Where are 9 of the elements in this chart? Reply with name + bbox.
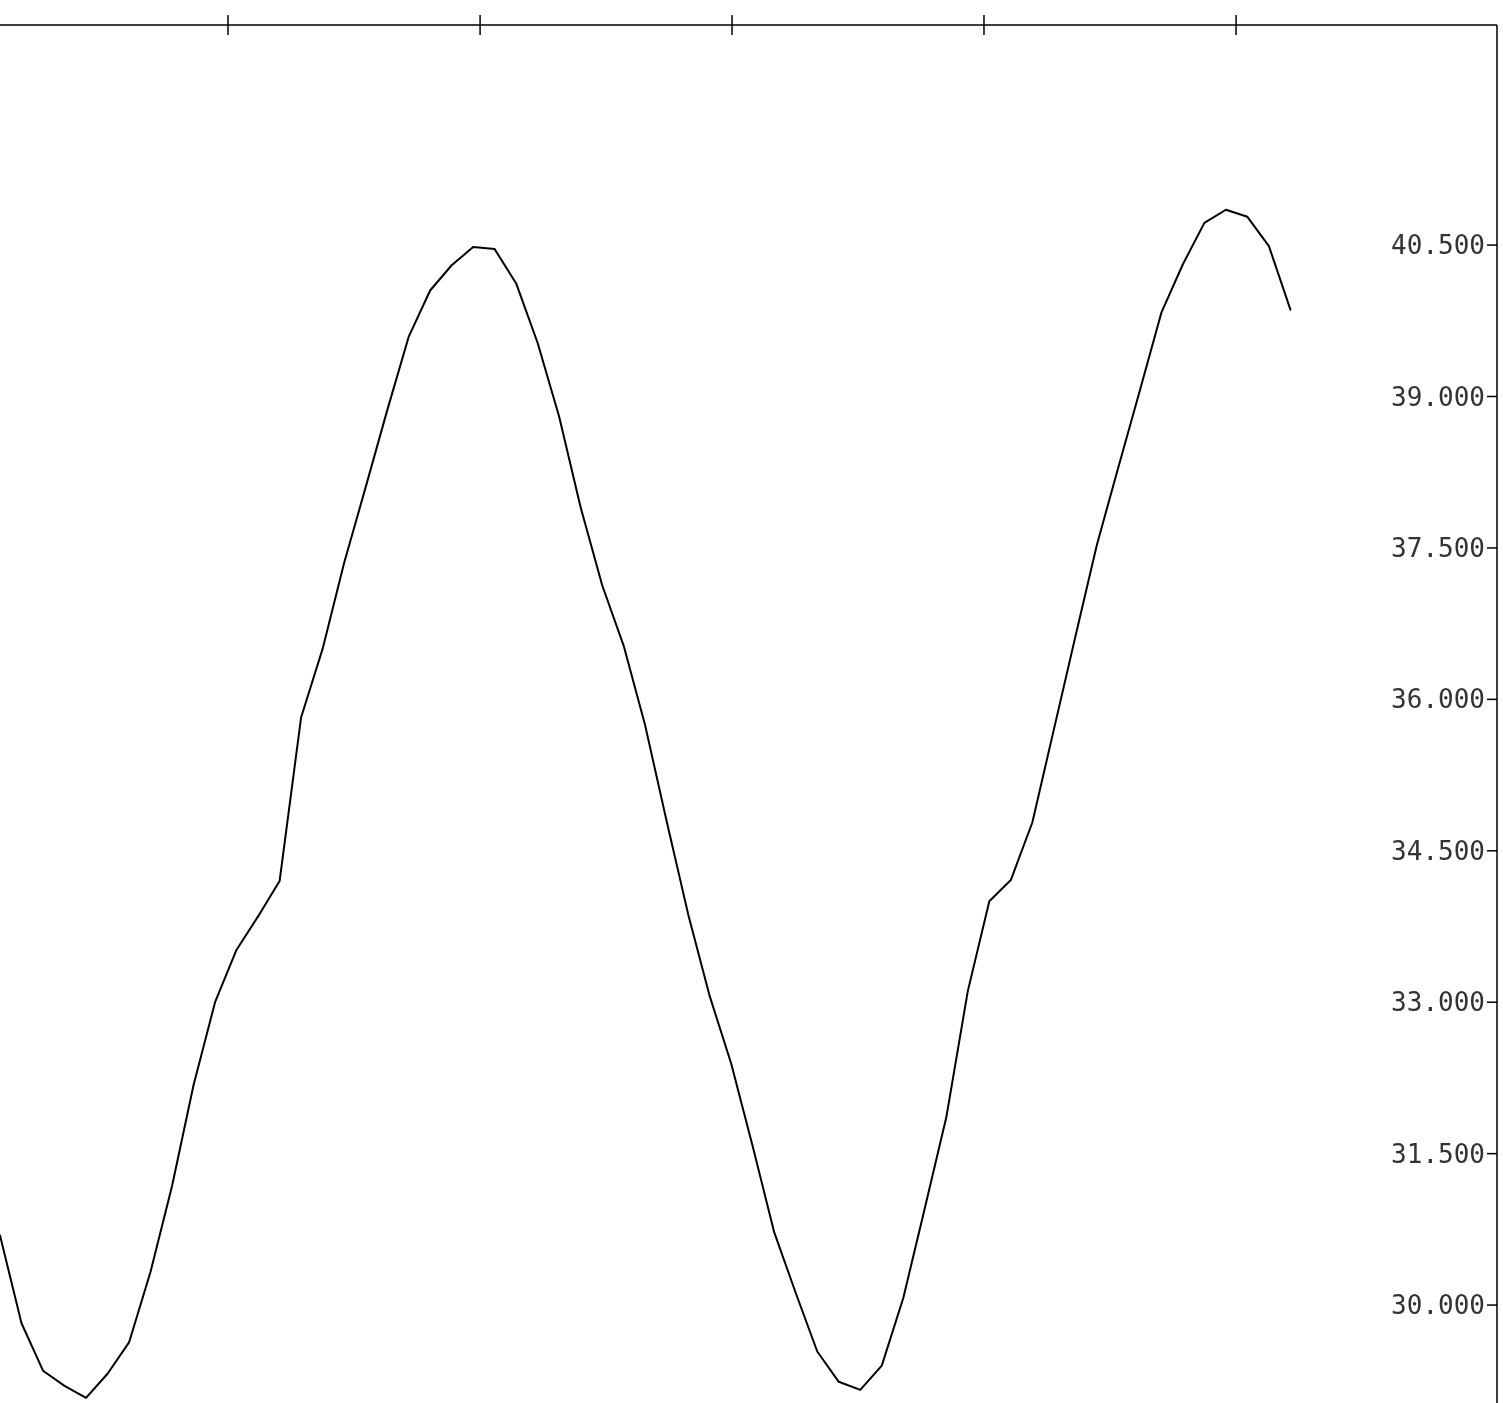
y-tick-label: 40.500 [1391, 230, 1485, 261]
y-tick-label: 39.000 [1391, 381, 1485, 412]
y-tick-label: 31.500 [1391, 1138, 1485, 1169]
y-tick-label: 33.000 [1391, 987, 1485, 1018]
line-series [0, 208, 1292, 1399]
y-tick-label: 34.500 [1391, 835, 1485, 866]
y-tick-label: 37.500 [1391, 533, 1485, 564]
y-tick-label: 30.000 [1391, 1290, 1485, 1321]
y-tick-label: 36.000 [1391, 684, 1485, 715]
